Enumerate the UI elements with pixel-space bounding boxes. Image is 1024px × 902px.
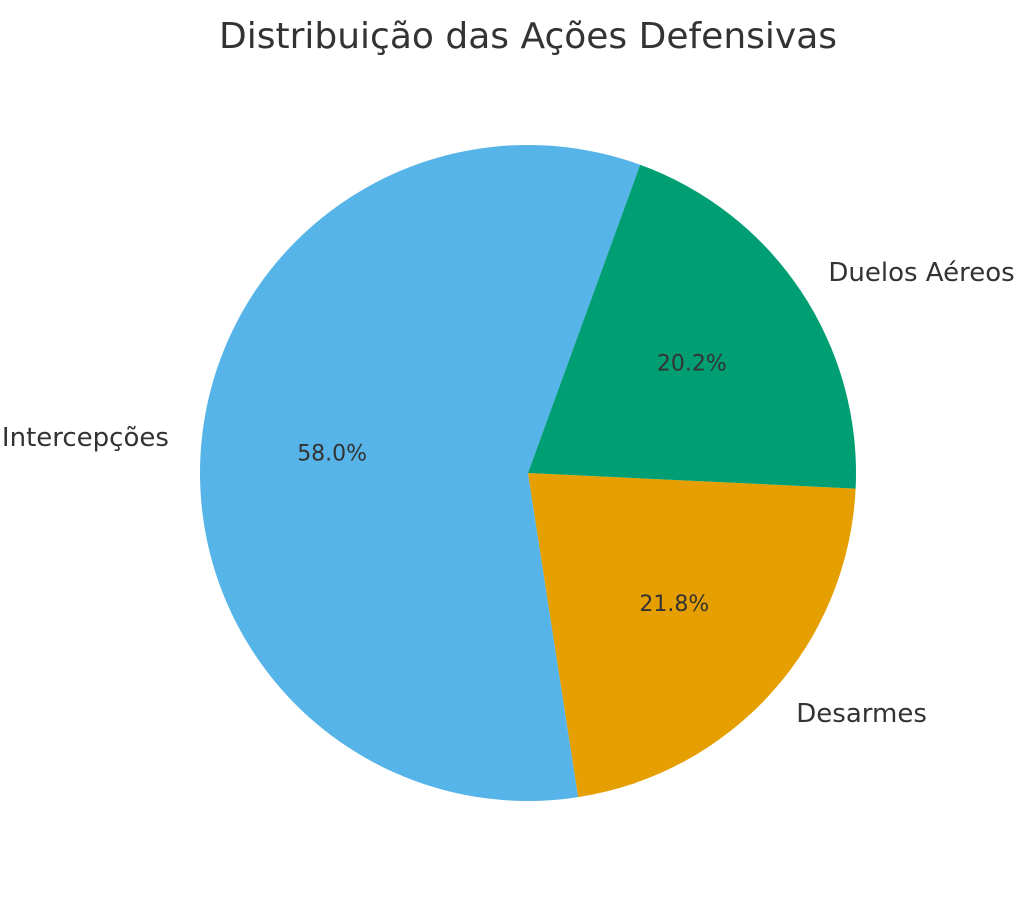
slice-pct-duelos-aereos: 20.2% [657, 351, 727, 376]
chart-title: Distribuição das Ações Defensivas [219, 16, 837, 57]
pie-slice-intercepcoes [199, 144, 641, 801]
slice-pct-desarmes: 21.8% [639, 592, 709, 617]
pie-slices [199, 144, 856, 801]
slice-label-duelos-aereos: Duelos Aéreos [828, 258, 1014, 288]
slice-label-intercepcoes: Intercepções [2, 423, 169, 453]
pie-labels: Intercepções 58.0% Desarmes 21.8% Duelos Aér… [2, 258, 1015, 729]
pie-slice-desarmes [528, 473, 856, 798]
pie-slice-duelos-aereos [528, 164, 856, 489]
slice-pct-intercepcoes: 58.0% [297, 441, 367, 466]
slice-label-desarmes: Desarmes [796, 699, 927, 729]
